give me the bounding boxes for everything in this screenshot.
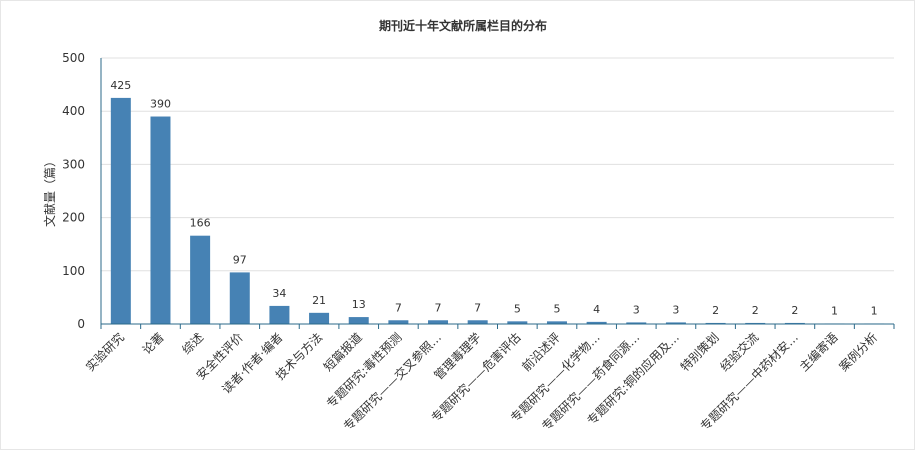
bar[interactable] — [388, 320, 409, 324]
data-label: 7 — [474, 301, 481, 314]
data-label: 1 — [831, 304, 838, 317]
bar[interactable] — [784, 322, 805, 324]
gridlines — [101, 57, 894, 272]
data-label: 3 — [633, 303, 640, 316]
data-label: 5 — [514, 302, 521, 315]
data-label: 425 — [110, 79, 131, 92]
x-tick-label: 论著 — [140, 330, 167, 357]
chart-title: 期刊近十年文献所属栏目的分布 — [379, 18, 547, 33]
data-label: 13 — [352, 298, 366, 311]
data-label: 166 — [190, 217, 211, 230]
y-tick-label: 500 — [62, 51, 85, 65]
bar[interactable] — [269, 305, 290, 324]
bars — [110, 97, 885, 325]
bar[interactable] — [546, 321, 567, 324]
bar[interactable] — [309, 312, 330, 324]
bar[interactable] — [586, 321, 607, 324]
bar[interactable] — [110, 97, 131, 325]
bar[interactable] — [507, 321, 528, 324]
data-label: 34 — [272, 287, 286, 300]
data-label: 390 — [150, 98, 171, 111]
data-label: 21 — [312, 294, 326, 307]
bar[interactable] — [190, 235, 211, 324]
y-tick-label: 100 — [62, 264, 85, 278]
bar[interactable] — [348, 317, 369, 324]
bar[interactable] — [467, 320, 488, 324]
bar[interactable] — [150, 116, 171, 325]
x-tick-label: 主编寄语 — [796, 330, 841, 375]
x-tick-label: 专题研究:毒性预测 — [323, 330, 404, 411]
bar[interactable] — [229, 272, 250, 324]
data-label: 7 — [395, 301, 402, 314]
y-axis-label: 文献量（篇） — [42, 155, 57, 227]
y-tick-label: 300 — [62, 157, 85, 171]
data-label: 2 — [752, 304, 759, 317]
axes — [100, 58, 895, 329]
x-tick-label: 特别策划 — [677, 330, 722, 375]
data-label: 5 — [553, 302, 560, 315]
x-tick-label: 实验研究 — [82, 330, 127, 375]
bar[interactable] — [745, 322, 766, 324]
data-label: 1 — [871, 304, 878, 317]
y-tick-label: 400 — [62, 104, 85, 118]
data-label: 7 — [435, 301, 442, 314]
data-label: 97 — [233, 253, 247, 266]
bar[interactable] — [626, 322, 647, 324]
bar[interactable] — [665, 322, 686, 324]
bar[interactable] — [705, 322, 726, 324]
x-tick-labels: 实验研究 论著 综述安全性评价读者·作者·编者技术与方法短篇报道专题研究:毒性预测专… — [82, 330, 880, 434]
data-label: 4 — [593, 303, 600, 316]
data-label: 3 — [672, 303, 679, 316]
data-label: 2 — [791, 304, 798, 317]
y-tick-labels: 0 100 200 300 400 500 — [62, 51, 85, 331]
x-tick-label: 案例分析 — [836, 330, 881, 375]
x-tick-label: 综述 — [179, 330, 206, 357]
y-tick-label: 200 — [62, 211, 85, 225]
bar[interactable] — [428, 320, 449, 324]
y-tick-label: 0 — [77, 317, 85, 331]
data-label: 2 — [712, 304, 719, 317]
